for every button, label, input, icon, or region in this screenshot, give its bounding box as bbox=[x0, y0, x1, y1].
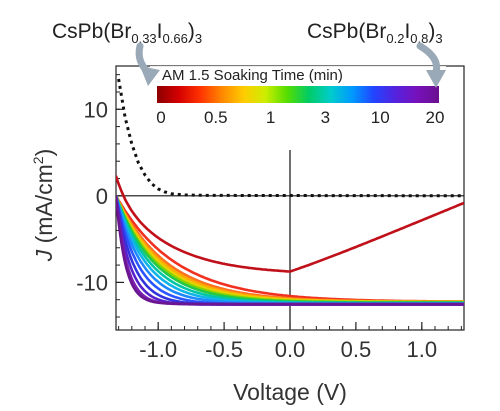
y-tick-label: -10 bbox=[76, 270, 108, 295]
colorbar-tick-label: 10 bbox=[371, 108, 390, 127]
x-axis-title: Voltage (V) bbox=[233, 379, 347, 405]
y-tick-label: 0 bbox=[96, 184, 108, 209]
colorbar-tick-label: 0 bbox=[156, 108, 165, 127]
colorbar-tick-label: 20 bbox=[426, 108, 445, 127]
colorbar-tick-label: 1 bbox=[266, 108, 275, 127]
colorbar-ticks: 0 0.5 1 3 10 20 bbox=[156, 108, 444, 127]
y-tick-label: 10 bbox=[84, 97, 108, 122]
annotation-arrows bbox=[135, 42, 446, 88]
right-arrow-head bbox=[426, 70, 446, 88]
series-group bbox=[116, 78, 464, 306]
colorbar-gradient bbox=[157, 86, 439, 103]
x-tick-label: 1.0 bbox=[407, 337, 438, 362]
x-tick-label: -1.0 bbox=[139, 337, 177, 362]
jv-series-line bbox=[116, 195, 464, 306]
x-tick-label: -0.5 bbox=[205, 337, 243, 362]
x-tick-label: 0.0 bbox=[275, 337, 306, 362]
jv-series-line bbox=[116, 175, 464, 273]
left-arrow-head bbox=[140, 66, 160, 86]
colorbar-title: AM 1.5 Soaking Time (min) bbox=[162, 67, 343, 84]
colorbar-tick-label: 3 bbox=[321, 108, 330, 127]
x-tick-label: 0.5 bbox=[341, 337, 372, 362]
y-axis-title: J (mA/cm2) bbox=[30, 149, 57, 263]
right-formula-label: CsPb(Br0.2I0.8)3 bbox=[307, 20, 443, 46]
right-arrow bbox=[416, 42, 441, 76]
colorbar-tick-label: 0.5 bbox=[204, 108, 228, 127]
left-formula-label: CsPb(Br0.33I0.66)3 bbox=[52, 20, 202, 46]
colorbar: AM 1.5 Soaking Time (min) 0 0.5 1 3 10 20 bbox=[150, 66, 446, 127]
